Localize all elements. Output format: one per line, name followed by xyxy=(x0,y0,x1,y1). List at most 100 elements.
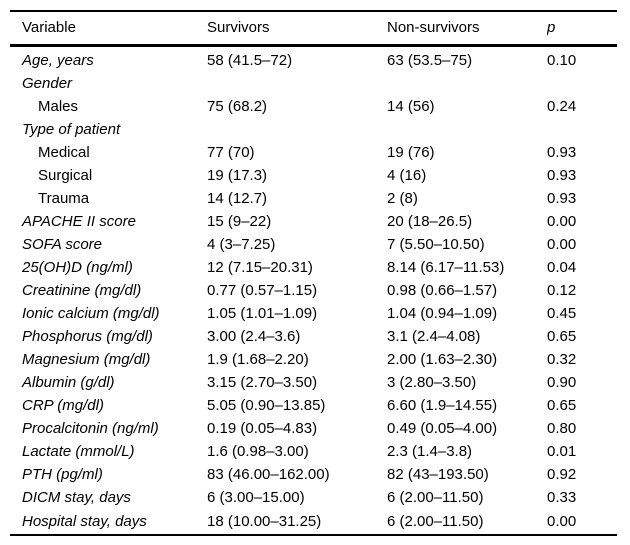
table-row: Creatinine (mg/dl) 0.77 (0.57–1.15) 0.98 (… xyxy=(10,279,617,302)
survivors-cell: 4 (3–7.25) xyxy=(207,236,276,253)
table-row: Males 75 (68.2) 14 (56) 0.24 xyxy=(10,95,617,118)
clinical-outcomes-table: Variable Survivors Non-survivors p Age, … xyxy=(10,10,617,536)
p-value-cell xyxy=(547,72,617,95)
survivors-cell: 83 (46.00–162.00) xyxy=(207,466,330,483)
variable-cell: Phosphorus (mg/dl) xyxy=(22,328,153,345)
survivors-cell: 58 (41.5–72) xyxy=(207,52,293,69)
p-value-cell: 0.01 xyxy=(547,443,577,460)
nonsurvivors-cell: 0.49 (0.05–4.00) xyxy=(387,420,498,437)
table-row: SOFA score 4 (3–7.25) 7 (5.50–10.50) 0.00 xyxy=(10,233,617,256)
survivors-cell: 1.9 (1.68–2.20) xyxy=(207,351,309,368)
variable-cell: Type of patient xyxy=(22,121,121,138)
survivors-cell: 18 (10.00–31.25) xyxy=(207,509,387,536)
variable-cell: Males xyxy=(38,98,79,115)
survivors-cell: 5.05 (0.90–13.85) xyxy=(207,397,326,414)
p-value-cell: 0.33 xyxy=(547,489,577,506)
column-header-survivors: Survivors xyxy=(207,10,387,47)
p-value-cell: 0.92 xyxy=(547,466,577,483)
nonsurvivors-cell: 6 (2.00–11.50) xyxy=(387,489,484,506)
p-value-cell: 0.00 xyxy=(547,236,577,253)
nonsurvivors-cell: 8.14 (6.17–11.53) xyxy=(387,259,505,276)
p-value-cell: 0.93 xyxy=(547,144,577,161)
variable-cell: Albumin (g/dl) xyxy=(22,374,115,391)
variable-cell: Hospital stay, days xyxy=(10,509,207,536)
nonsurvivors-cell: 14 (56) xyxy=(387,98,435,115)
variable-cell: Medical xyxy=(38,144,90,161)
p-value-cell: 0.00 xyxy=(547,213,577,230)
variable-cell: CRP (mg/dl) xyxy=(22,397,104,414)
p-value-cell: 0.24 xyxy=(547,98,577,115)
p-value-cell: 0.93 xyxy=(547,167,577,184)
table-row: Phosphorus (mg/dl) 3.00 (2.4–3.6) 3.1 (2.4… xyxy=(10,325,617,348)
p-value-cell: 0.45 xyxy=(547,305,577,322)
table-row: PTH (pg/ml) 83 (46.00–162.00) 82 (43–193.5… xyxy=(10,463,617,486)
nonsurvivors-cell: 2 (8) xyxy=(387,190,418,207)
survivors-cell: 0.77 (0.57–1.15) xyxy=(207,282,318,299)
variable-cell: Surgical xyxy=(38,167,93,184)
table-row: 25(OH)D (ng/ml) 12 (7.15–20.31) 8.14 (6.17… xyxy=(10,256,617,279)
survivors-cell: 75 (68.2) xyxy=(207,98,268,115)
variable-cell: Procalcitonin (ng/ml) xyxy=(22,420,159,437)
table-row: Trauma 14 (12.7) 2 (8) 0.93 xyxy=(10,187,617,210)
survivors-cell xyxy=(207,72,387,95)
nonsurvivors-cell: 4 (16) xyxy=(387,167,427,184)
p-value-cell: 0.80 xyxy=(547,420,577,437)
variable-cell: Magnesium (mg/dl) xyxy=(22,351,151,368)
table-row: Ionic calcium (mg/dl) 1.05 (1.01–1.09) 1.0… xyxy=(10,302,617,325)
nonsurvivors-cell: 20 (18–26.5) xyxy=(387,213,473,230)
table-row: Type of patient xyxy=(10,118,617,141)
survivors-cell: 6 (3.00–15.00) xyxy=(207,489,305,506)
table-row: DICM stay, days 6 (3.00–15.00) 6 (2.00–11.… xyxy=(10,486,617,509)
table-row: CRP (mg/dl) 5.05 (0.90–13.85) 6.60 (1.9–14… xyxy=(10,394,617,417)
variable-cell: Ionic calcium (mg/dl) xyxy=(22,305,160,322)
p-value-cell: 0.65 xyxy=(547,328,577,345)
nonsurvivors-cell xyxy=(387,118,547,141)
table-header: Variable Survivors Non-survivors p xyxy=(10,10,617,47)
variable-cell: Trauma xyxy=(38,190,90,207)
nonsurvivors-cell: 0.98 (0.66–1.57) xyxy=(387,282,498,299)
nonsurvivors-cell: 2.3 (1.4–3.8) xyxy=(387,443,473,460)
variable-cell: Age, years xyxy=(22,52,94,69)
nonsurvivors-cell: 6 (2.00–11.50) xyxy=(387,509,547,536)
variable-cell: 25(OH)D (ng/ml) xyxy=(22,259,133,276)
survivors-cell: 12 (7.15–20.31) xyxy=(207,259,313,276)
nonsurvivors-cell: 63 (53.5–75) xyxy=(387,52,473,69)
table-row: Hospital stay, days 18 (10.00–31.25) 6 (2.… xyxy=(10,509,617,536)
table-row: Lactate (mmol/L) 1.6 (0.98–3.00) 2.3 (1.4–… xyxy=(10,440,617,463)
nonsurvivors-cell: 19 (76) xyxy=(387,144,435,161)
p-value-cell: 0.12 xyxy=(547,282,577,299)
survivors-cell: 19 (17.3) xyxy=(207,167,268,184)
table-row: Age, years 58 (41.5–72) 63 (53.5–75) 0.10 xyxy=(10,46,617,73)
nonsurvivors-cell: 2.00 (1.63–2.30) xyxy=(387,351,498,368)
table-row: Magnesium (mg/dl) 1.9 (1.68–2.20) 2.00 (1.… xyxy=(10,348,617,371)
p-value-cell: 0.65 xyxy=(547,397,577,414)
nonsurvivors-cell xyxy=(387,72,547,95)
survivors-cell: 1.05 (1.01–1.09) xyxy=(207,305,318,322)
variable-cell: APACHE II score xyxy=(22,213,136,230)
survivors-cell: 14 (12.7) xyxy=(207,190,268,207)
p-value-cell: 0.93 xyxy=(547,190,577,207)
p-value-cell: 0.32 xyxy=(547,351,577,368)
table-row: Procalcitonin (ng/ml) 0.19 (0.05–4.83) 0.4… xyxy=(10,417,617,440)
nonsurvivors-cell: 7 (5.50–10.50) xyxy=(387,236,485,253)
survivors-cell: 0.19 (0.05–4.83) xyxy=(207,420,318,437)
header-row: Variable Survivors Non-survivors p xyxy=(10,10,617,47)
p-value-cell xyxy=(547,118,617,141)
p-value-cell: 0.90 xyxy=(547,374,577,391)
table-row: Albumin (g/dl) 3.15 (2.70–3.50) 3 (2.80–3.… xyxy=(10,371,617,394)
column-header-nonsurvivors: Non-survivors xyxy=(387,10,547,47)
variable-cell: DICM stay, days xyxy=(22,489,131,506)
column-header-p: p xyxy=(547,10,617,47)
column-header-variable: Variable xyxy=(10,10,207,47)
nonsurvivors-cell: 3.1 (2.4–4.08) xyxy=(387,328,481,345)
table-body: Age, years 58 (41.5–72) 63 (53.5–75) 0.10 Ge… xyxy=(10,46,617,536)
table-row: Medical 77 (70) 19 (76) 0.93 xyxy=(10,141,617,164)
survivors-cell: 3.15 (2.70–3.50) xyxy=(207,374,318,391)
survivors-cell xyxy=(207,118,387,141)
variable-cell: SOFA score xyxy=(22,236,103,253)
p-value-cell: 0.00 xyxy=(547,509,617,536)
survivors-cell: 15 (9–22) xyxy=(207,213,272,230)
nonsurvivors-cell: 1.04 (0.94–1.09) xyxy=(387,305,498,322)
nonsurvivors-cell: 6.60 (1.9–14.55) xyxy=(387,397,498,414)
